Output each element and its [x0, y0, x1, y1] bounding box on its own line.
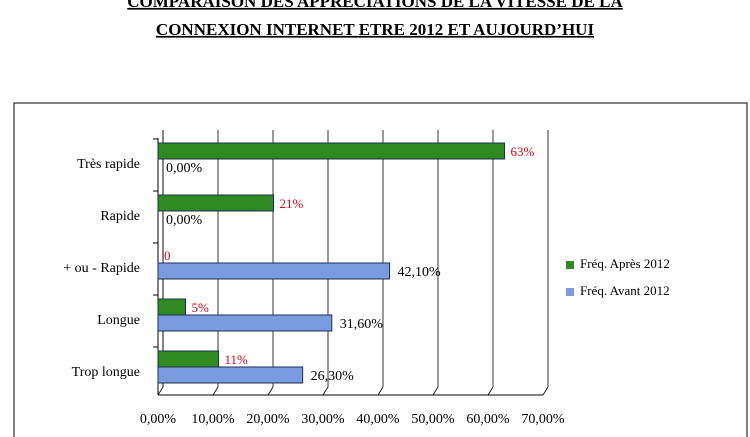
x-tick-label: 40,00%: [356, 412, 400, 427]
y-tick-label: + ou - Rapide: [63, 261, 140, 276]
bar: [157, 194, 274, 212]
y-tick-label: Trop longue: [72, 365, 140, 380]
x-tick-label: 30,00%: [301, 412, 345, 427]
x-tick: [487, 386, 494, 396]
x-tick: [322, 386, 329, 396]
data-label: 42,10%: [398, 265, 442, 280]
data-label: 0: [164, 248, 171, 263]
legend-label: Fréq. Avant 2012: [580, 283, 670, 298]
data-label: 0,00%: [166, 213, 203, 228]
data-label: 63%: [511, 144, 535, 159]
x-tick-label: 10,00%: [191, 412, 235, 427]
data-label: 31,60%: [340, 317, 384, 332]
bar: [157, 142, 505, 160]
chart-subtitle: CONNEXION INTERNET ETRE 2012 ET AUJOURD’…: [156, 20, 595, 39]
data-label: 26,30%: [311, 369, 355, 384]
x-tick: [212, 386, 219, 396]
x-tick: [432, 386, 439, 396]
x-tick-label: 20,00%: [246, 412, 290, 427]
x-tick-label: 0,00%: [140, 412, 177, 427]
bar: [157, 350, 219, 368]
bar: [157, 366, 304, 384]
y-tick-label: Longue: [97, 313, 140, 328]
data-label: 5%: [192, 300, 210, 315]
bar: [157, 262, 391, 280]
x-tick-label: 70,00%: [521, 412, 565, 427]
legend-swatch: [566, 288, 574, 296]
chart-title: COMPARAISON DES APPRECIATIONS DE LA VITE…: [127, 0, 623, 11]
data-label: 21%: [280, 196, 304, 211]
legend-label: Fréq. Après 2012: [580, 256, 670, 271]
x-tick: [377, 386, 384, 396]
data-label: 11%: [225, 352, 249, 367]
x-tick-label: 50,00%: [411, 412, 455, 427]
x-tick-label: 60,00%: [466, 412, 510, 427]
legend-swatch: [566, 261, 574, 269]
data-label: 0,00%: [166, 161, 203, 176]
x-tick: [157, 386, 164, 396]
bar: [157, 298, 186, 316]
bar: [157, 314, 333, 332]
x-tick: [542, 386, 549, 396]
y-tick-label: Très rapide: [77, 157, 140, 172]
y-tick-label: Rapide: [100, 209, 140, 224]
x-tick: [267, 386, 274, 396]
